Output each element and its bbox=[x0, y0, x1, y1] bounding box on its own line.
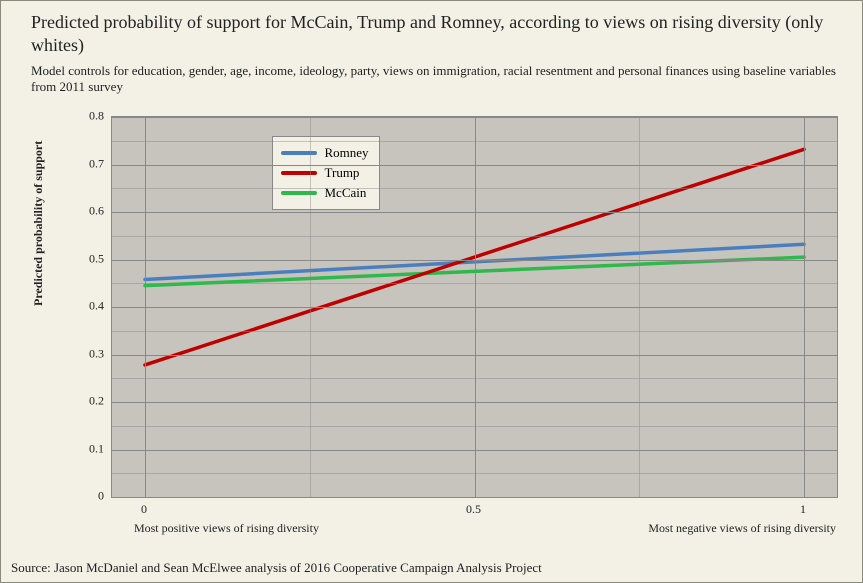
xtick-label: 1 bbox=[800, 502, 806, 517]
ytick-label: 0.5 bbox=[64, 251, 104, 266]
legend: Romney Trump McCain bbox=[272, 136, 380, 210]
legend-swatch bbox=[281, 171, 317, 175]
xtick-label: 0 bbox=[141, 502, 147, 517]
plot-area: Romney Trump McCain bbox=[111, 116, 838, 498]
legend-item-mccain: McCain bbox=[281, 183, 369, 203]
legend-item-trump: Trump bbox=[281, 163, 369, 183]
source-note: Source: Jason McDaniel and Sean McElwee … bbox=[11, 560, 542, 576]
ytick-label: 0.8 bbox=[64, 109, 104, 124]
legend-swatch bbox=[281, 151, 317, 155]
ytick-label: 0.4 bbox=[64, 299, 104, 314]
gridline-v-minor bbox=[639, 117, 640, 497]
gridline-v bbox=[804, 117, 805, 497]
ytick-label: 0.7 bbox=[64, 156, 104, 171]
xtick-label: 0.5 bbox=[466, 502, 481, 517]
ytick-label: 0.6 bbox=[64, 204, 104, 219]
ytick-label: 0.3 bbox=[64, 346, 104, 361]
gridline-v-minor bbox=[310, 117, 311, 497]
chart-frame: Predicted probability of support for McC… bbox=[0, 0, 863, 583]
legend-label: Trump bbox=[325, 165, 360, 181]
plot-wrap: Predicted probability of support RomneyT… bbox=[56, 116, 836, 516]
gridline-h bbox=[112, 497, 837, 498]
x-note-right: Most negative views of rising diversity bbox=[648, 521, 836, 536]
ytick-label: 0 bbox=[64, 489, 104, 504]
ytick-label: 0.2 bbox=[64, 394, 104, 409]
y-axis-label: Predicted probability of support bbox=[31, 141, 46, 306]
legend-label: Romney bbox=[325, 145, 369, 161]
legend-swatch bbox=[281, 191, 317, 195]
gridline-v bbox=[475, 117, 476, 497]
x-note-left: Most positive views of rising diversity bbox=[134, 521, 319, 536]
legend-item-romney: Romney bbox=[281, 143, 369, 163]
chart-title: Predicted probability of support for McC… bbox=[31, 11, 842, 56]
gridline-v bbox=[145, 117, 146, 497]
ytick-label: 0.1 bbox=[64, 441, 104, 456]
chart-subtitle: Model controls for education, gender, ag… bbox=[31, 63, 842, 96]
